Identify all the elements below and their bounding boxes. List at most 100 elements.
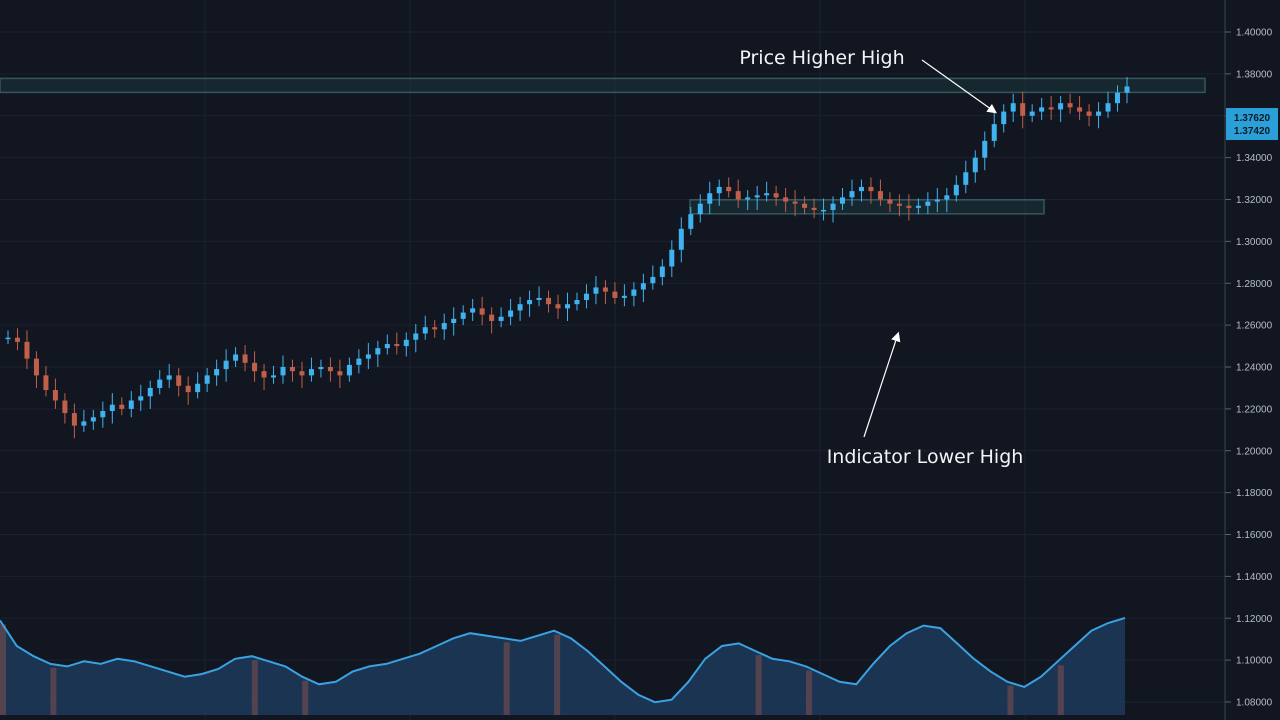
- candle-body: [1115, 92, 1121, 104]
- y-tick-label: 1.26000: [1236, 321, 1273, 332]
- candle-body: [707, 193, 713, 204]
- candle-body: [394, 343, 400, 347]
- candle-body: [811, 207, 817, 210]
- candle-body: [640, 283, 646, 290]
- candle-body: [52, 390, 58, 401]
- candle-body: [602, 287, 608, 292]
- candle-body: [308, 369, 314, 376]
- candle-body: [1010, 103, 1016, 112]
- candle-body: [697, 203, 703, 215]
- candle-body: [327, 367, 333, 372]
- candle-body: [830, 203, 836, 210]
- current-price-tag: [1226, 108, 1278, 140]
- candle-body: [574, 300, 580, 305]
- candle-body: [659, 266, 665, 277]
- candle-body: [716, 186, 722, 194]
- candle-body: [498, 316, 504, 321]
- annotation-price-higher-high: Price Higher High: [739, 47, 904, 69]
- candle-body: [422, 327, 428, 334]
- candle-body: [612, 291, 618, 298]
- candle-body: [365, 354, 371, 359]
- indicator-bar: [805, 670, 812, 715]
- candle-body: [479, 308, 485, 315]
- candle-body: [214, 369, 220, 376]
- candle-body: [583, 293, 589, 300]
- y-tick-label: 1.12000: [1236, 614, 1273, 625]
- y-tick-label: 1.22000: [1236, 404, 1273, 415]
- candle-body: [735, 191, 741, 200]
- candle-body: [944, 195, 950, 200]
- candle-body: [280, 367, 286, 376]
- candle-body: [792, 201, 798, 204]
- annotation-indicator-lower-high: Indicator Lower High: [827, 446, 1024, 468]
- candle-body: [896, 203, 902, 206]
- candle-body: [745, 197, 751, 200]
- candle-body: [375, 348, 381, 355]
- candle-body: [176, 375, 182, 386]
- indicator-bar: [0, 624, 6, 715]
- candle-body: [195, 383, 201, 393]
- indicator-bar: [1057, 665, 1064, 715]
- current-price-tag-line1: 1.37620: [1234, 113, 1271, 124]
- candle-body: [356, 358, 362, 365]
- candle-body: [119, 404, 125, 409]
- candle-body: [185, 385, 191, 393]
- indicator-bar: [302, 680, 309, 715]
- candle-body: [271, 375, 277, 378]
- candle-body: [71, 413, 77, 426]
- candle-body: [147, 387, 153, 397]
- indicator-bar: [50, 667, 57, 715]
- candle-body: [432, 327, 438, 330]
- y-tick-label: 1.38000: [1236, 69, 1273, 80]
- candle-body: [223, 360, 229, 370]
- candle-body: [489, 314, 495, 321]
- candle-body: [631, 289, 637, 296]
- candle-body: [802, 203, 808, 208]
- y-tick-label: 1.30000: [1236, 237, 1273, 248]
- candle-body: [43, 375, 49, 391]
- candle-body: [925, 201, 931, 206]
- candle-body: [14, 337, 20, 342]
- annotations: Price Higher High Indicator Lower High: [739, 47, 1023, 468]
- y-tick-label: 1.14000: [1236, 572, 1273, 583]
- candle-body: [991, 124, 997, 141]
- candle-body: [242, 354, 248, 363]
- indicator-bar: [1007, 685, 1014, 715]
- y-tick-label: 1.32000: [1236, 195, 1273, 206]
- candle-body: [138, 396, 144, 401]
- candle-body: [915, 205, 921, 208]
- candle-body: [726, 186, 732, 192]
- candles: [5, 77, 1130, 439]
- candle-body: [90, 417, 96, 422]
- candle-body: [546, 297, 552, 305]
- grid: [0, 0, 1225, 720]
- candle-body: [460, 312, 466, 319]
- candle-body: [754, 195, 760, 198]
- candle-body: [593, 287, 599, 294]
- candle-body: [934, 199, 940, 202]
- candle-body: [688, 214, 694, 229]
- annotation-arrow-indicator: [863, 331, 901, 438]
- candle-body: [1001, 111, 1007, 125]
- y-tick-label: 1.10000: [1236, 656, 1273, 667]
- candle-body: [783, 197, 789, 202]
- current-price-tag-line2: 1.37420: [1234, 126, 1271, 137]
- candle-body: [764, 193, 770, 196]
- y-tick-label: 1.40000: [1236, 28, 1273, 39]
- y-axis: 1.400001.380001.360001.340001.320001.300…: [1224, 0, 1278, 720]
- candle-body: [858, 186, 864, 192]
- lower-high-zone: [689, 199, 1045, 215]
- indicator-panel: [0, 616, 1126, 715]
- candle-body: [821, 209, 827, 212]
- candle-body: [982, 140, 988, 158]
- candle-body: [470, 308, 476, 313]
- candle-body: [337, 371, 343, 376]
- candle-body: [840, 197, 846, 204]
- candle-body: [1105, 103, 1111, 112]
- y-tick-label: 1.24000: [1236, 363, 1273, 374]
- candle-body: [109, 404, 115, 411]
- candle-body: [166, 375, 172, 380]
- y-tick-label: 1.20000: [1236, 446, 1273, 457]
- candle-body: [678, 228, 684, 250]
